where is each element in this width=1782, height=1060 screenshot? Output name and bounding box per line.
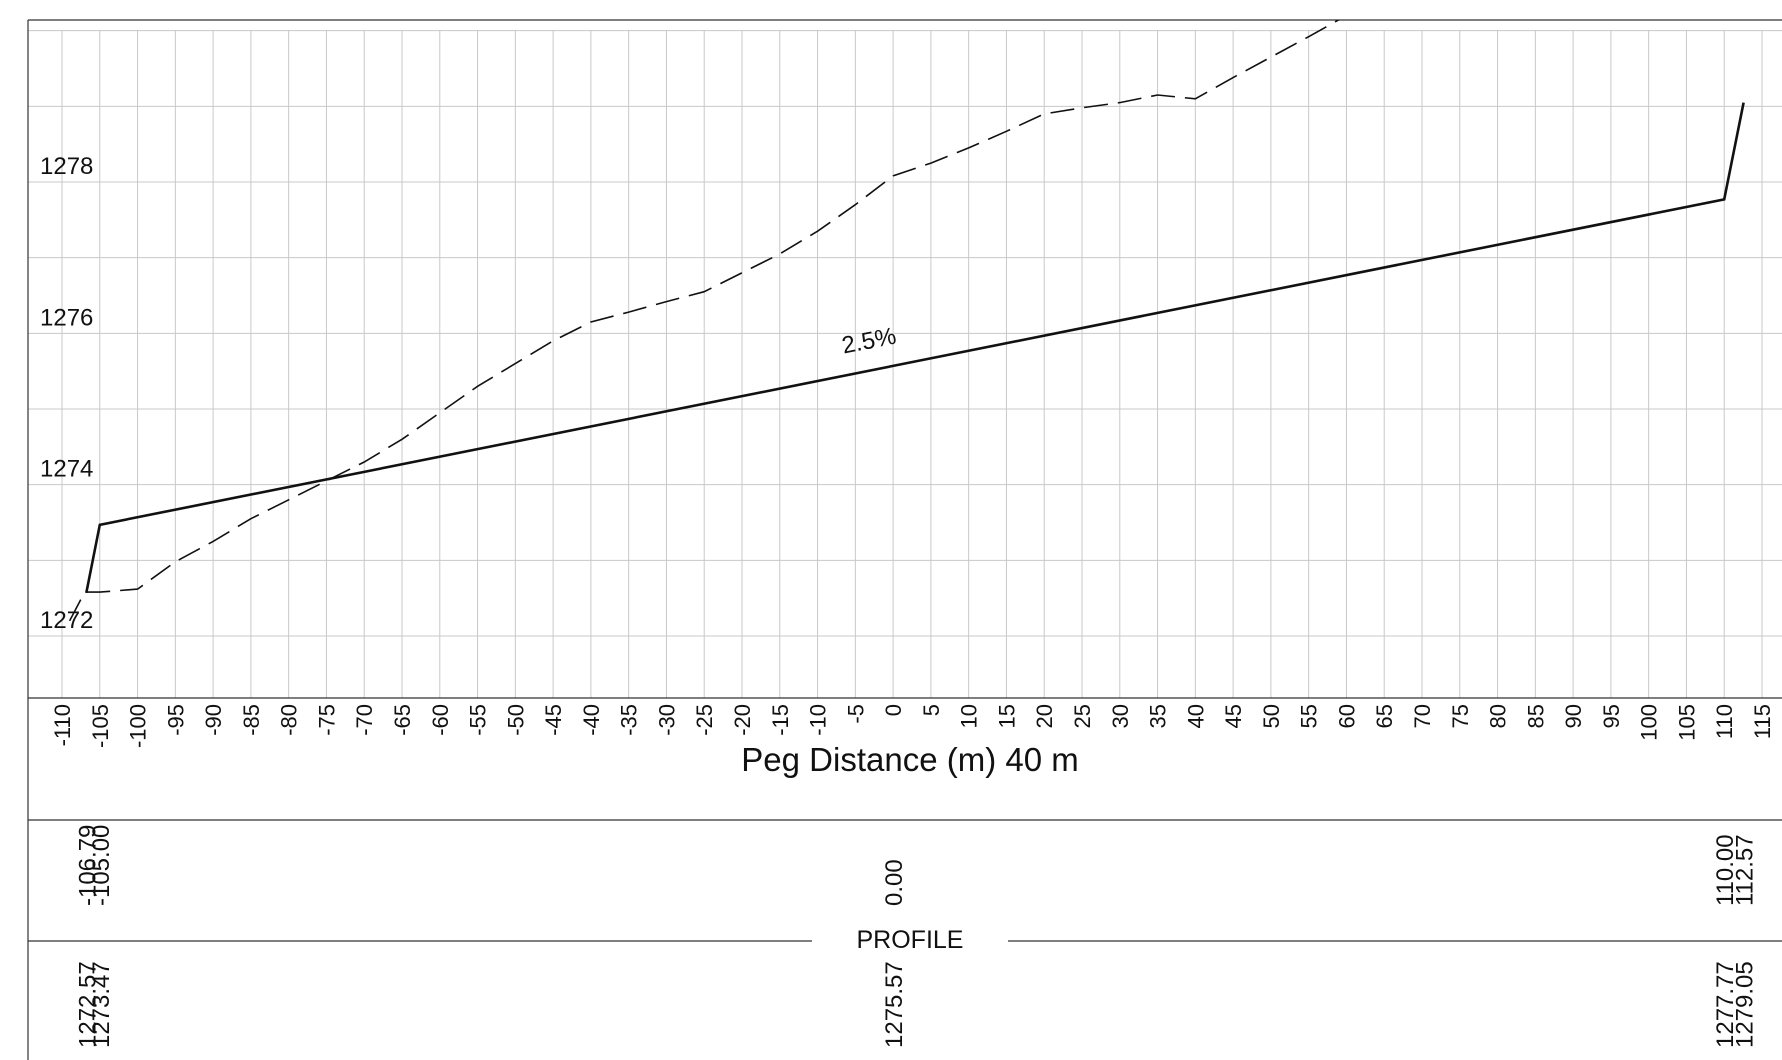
x-tick-label: -85	[239, 704, 264, 736]
x-tick-label: 75	[1448, 704, 1473, 728]
x-tick-labels: -110 -105 -100 -95 -90 -85 -80 -75 -70 -65 -60 -55-…	[50, 704, 1775, 748]
x-tick-label: -20	[730, 704, 755, 736]
x-tick-label: 70	[1410, 704, 1435, 728]
x-tick-label: 45	[1221, 704, 1246, 728]
elevation-value: 1275.57	[881, 961, 908, 1048]
x-tick-label: -45	[541, 704, 566, 736]
distance-value: 110.00	[1712, 834, 1739, 906]
x-tick-label: 40	[1183, 704, 1208, 728]
x-tick-label: 95	[1599, 704, 1624, 728]
x-tick-label: -15	[768, 704, 793, 736]
distance-value: 0.00	[881, 859, 908, 906]
x-tick-label: -100	[126, 704, 151, 748]
series-group	[68, 20, 1745, 622]
x-tick-label: -5	[843, 704, 868, 724]
x-tick-label: 85	[1523, 704, 1548, 728]
x-tick-label: -75	[314, 704, 339, 736]
x-tick-label: -50	[503, 704, 528, 736]
x-tick-label: 25	[1070, 704, 1095, 728]
grade-annotation: 2.5%	[840, 323, 899, 360]
x-tick-label: 100	[1637, 704, 1662, 741]
x-tick-label: 30	[1108, 704, 1133, 728]
x-tick-label: -90	[201, 704, 226, 736]
elevation-value: 1272.57	[74, 961, 101, 1048]
x-tick-label: -105	[88, 704, 113, 748]
y-tick-label: 1278	[40, 153, 93, 180]
ground-profile-line	[68, 20, 1341, 622]
x-tick-label: 65	[1372, 704, 1397, 728]
chart-frame	[27, 19, 1782, 1060]
elevation-value: 1273.47	[88, 961, 115, 1048]
x-tick-label: 50	[1259, 704, 1284, 728]
x-axis-title: Peg Distance (m) 40 m	[741, 741, 1078, 778]
distance-value: -106.79	[74, 825, 101, 906]
x-tick-label: 60	[1334, 704, 1359, 728]
design-grade-line	[85, 102, 1745, 594]
x-tick-label: 5	[919, 704, 944, 716]
y-tick-label: 1274	[40, 456, 93, 483]
x-tick-label: 105	[1674, 704, 1699, 741]
y-tick-label: 1272	[40, 607, 93, 634]
x-tick-label: -35	[617, 704, 642, 736]
x-tick-label: 20	[1032, 704, 1057, 728]
x-tick-label: -80	[277, 704, 302, 736]
distance-value: 112.57	[1732, 834, 1759, 906]
x-tick-label: 35	[1146, 704, 1171, 728]
x-tick-label: -70	[352, 704, 377, 736]
x-tick-label: -10	[806, 704, 831, 736]
x-tick-label: -65	[390, 704, 415, 736]
x-tick-label: -60	[428, 704, 453, 736]
x-tick-label: -55	[466, 704, 491, 736]
x-tick-label: 110	[1712, 704, 1737, 739]
distance-value: -105.00	[88, 825, 115, 906]
x-tick-label: 10	[957, 704, 982, 728]
annotations: 2.5%	[840, 323, 899, 360]
x-tick-label: 15	[994, 704, 1019, 728]
x-tick-label: -95	[163, 704, 188, 736]
x-tick-label: 55	[1297, 704, 1322, 728]
x-tick-label: -40	[579, 704, 604, 736]
y-tick-label: 1276	[40, 304, 93, 331]
y-tick-labels: 1272 1274 1276 1278	[40, 153, 93, 634]
x-tick-label: 115	[1750, 704, 1775, 739]
x-tick-label: 90	[1561, 704, 1586, 728]
profile-section-label: PROFILE	[857, 926, 964, 954]
x-tick-label: 0	[881, 704, 906, 716]
elevation-value: 1279.05	[1732, 961, 1759, 1048]
x-tick-label: -25	[692, 704, 717, 736]
x-tick-label: -110	[50, 704, 75, 746]
x-tick-label: -30	[654, 704, 679, 736]
elevation-value: 1277.77	[1712, 961, 1739, 1048]
x-tick-label: 80	[1486, 704, 1511, 728]
